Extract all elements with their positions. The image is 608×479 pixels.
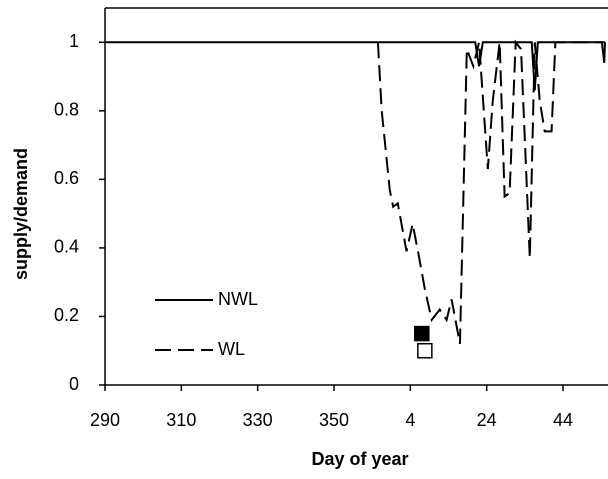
series-line xyxy=(376,39,605,345)
x-tick-label: 44 xyxy=(553,410,573,430)
y-tick-label: 0.8 xyxy=(54,100,79,120)
x-tick-label: 4 xyxy=(405,410,415,430)
series-line xyxy=(105,41,606,91)
y-tick-label: 0.2 xyxy=(54,305,79,325)
x-tick-label: 310 xyxy=(166,410,196,430)
y-tick-label: 1 xyxy=(69,31,79,51)
x-tick-label: 290 xyxy=(90,410,120,430)
x-tick-label: 24 xyxy=(477,410,497,430)
y-tick-label: 0.4 xyxy=(54,237,79,257)
x-tick-label: 330 xyxy=(243,410,273,430)
legend-label: WL xyxy=(218,339,245,359)
marker xyxy=(414,325,430,342)
y-tick-label: 0.6 xyxy=(54,168,79,188)
y-tick-label: 0 xyxy=(69,374,79,394)
marker xyxy=(417,342,433,359)
legend-label: NWL xyxy=(218,289,258,309)
x-axis-label: Day of year xyxy=(311,449,408,469)
y-axis-label: supply/demand xyxy=(11,148,31,280)
x-tick-label: 350 xyxy=(319,410,349,430)
